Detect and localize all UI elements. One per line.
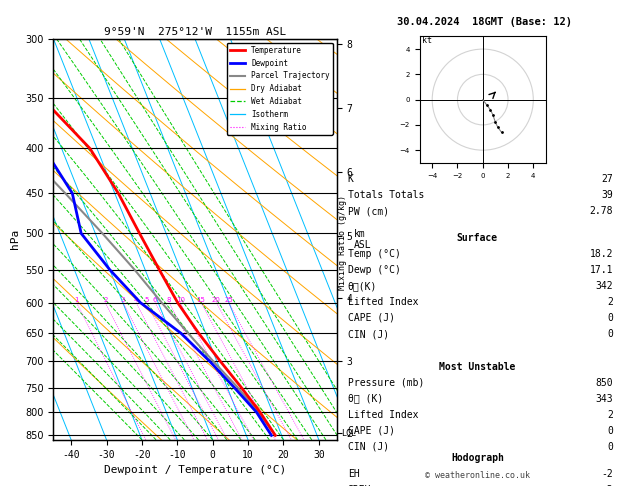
Text: kt: kt [422, 36, 432, 45]
Text: 25: 25 [224, 297, 233, 303]
Text: 2: 2 [103, 297, 108, 303]
Text: 0: 0 [608, 329, 613, 339]
Text: SREH: SREH [348, 485, 371, 486]
Text: Mixing Ratio (g/kg): Mixing Ratio (g/kg) [338, 195, 347, 291]
Text: CAPE (J): CAPE (J) [348, 313, 395, 323]
Text: Totals Totals: Totals Totals [348, 190, 424, 200]
Text: θᴇ (K): θᴇ (K) [348, 394, 383, 404]
Text: 0: 0 [608, 313, 613, 323]
Text: 18.2: 18.2 [590, 249, 613, 259]
Text: Most Unstable: Most Unstable [439, 362, 516, 372]
Text: 342: 342 [596, 281, 613, 291]
Text: LCL: LCL [341, 429, 355, 437]
Text: 1: 1 [74, 297, 79, 303]
Text: K: K [348, 174, 353, 184]
Text: Dewp (°C): Dewp (°C) [348, 265, 401, 275]
X-axis label: Dewpoint / Temperature (°C): Dewpoint / Temperature (°C) [104, 465, 286, 475]
Text: Lifted Index: Lifted Index [348, 297, 418, 307]
Text: Lifted Index: Lifted Index [348, 410, 418, 420]
Text: 27: 27 [601, 174, 613, 184]
Text: 39: 39 [601, 190, 613, 200]
Text: 3: 3 [121, 297, 125, 303]
Text: 6: 6 [153, 297, 157, 303]
Text: 2.78: 2.78 [590, 206, 613, 216]
Text: 850: 850 [596, 378, 613, 388]
Text: © weatheronline.co.uk: © weatheronline.co.uk [425, 471, 530, 480]
Text: θᴇ(K): θᴇ(K) [348, 281, 377, 291]
Text: 2: 2 [608, 410, 613, 420]
Text: CIN (J): CIN (J) [348, 442, 389, 452]
Text: 5: 5 [144, 297, 148, 303]
Text: 17.1: 17.1 [590, 265, 613, 275]
Text: 20: 20 [212, 297, 221, 303]
Text: 15: 15 [197, 297, 206, 303]
Text: PW (cm): PW (cm) [348, 206, 389, 216]
Text: -2: -2 [601, 469, 613, 479]
Title: 9°59'N  275°12'W  1155m ASL: 9°59'N 275°12'W 1155m ASL [104, 27, 286, 37]
Text: -2: -2 [601, 485, 613, 486]
Text: Pressure (mb): Pressure (mb) [348, 378, 424, 388]
Text: EH: EH [348, 469, 360, 479]
Legend: Temperature, Dewpoint, Parcel Trajectory, Dry Adiabat, Wet Adiabat, Isotherm, Mi: Temperature, Dewpoint, Parcel Trajectory… [226, 43, 333, 135]
Text: CIN (J): CIN (J) [348, 329, 389, 339]
Text: 343: 343 [596, 394, 613, 404]
Text: CAPE (J): CAPE (J) [348, 426, 395, 436]
Y-axis label: km
ASL: km ASL [353, 228, 371, 250]
Text: Hodograph: Hodograph [451, 453, 504, 464]
Y-axis label: hPa: hPa [9, 229, 19, 249]
Text: 30.04.2024  18GMT (Base: 12): 30.04.2024 18GMT (Base: 12) [397, 17, 572, 27]
Text: 0: 0 [608, 426, 613, 436]
Text: Surface: Surface [457, 233, 498, 243]
Text: 0: 0 [608, 442, 613, 452]
Text: 2: 2 [608, 297, 613, 307]
Text: 4: 4 [134, 297, 138, 303]
Text: 8: 8 [167, 297, 171, 303]
Text: Temp (°C): Temp (°C) [348, 249, 401, 259]
Text: 10: 10 [175, 297, 185, 303]
